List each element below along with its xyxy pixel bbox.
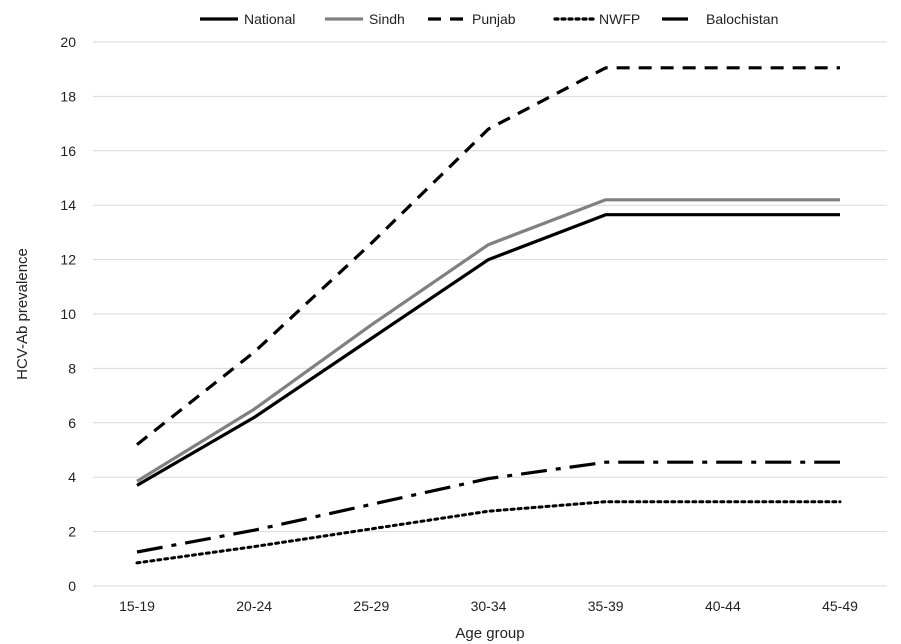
y-tick-label: 10 <box>60 306 76 322</box>
y-tick-label: 20 <box>60 34 76 50</box>
legend-label-national: National <box>244 11 295 27</box>
y-axis-title: HCV-Ab prevalence <box>14 248 31 380</box>
y-tick-label: 2 <box>68 524 76 540</box>
y-tick-label: 0 <box>68 578 76 594</box>
legend-label-sindh: Sindh <box>369 11 405 27</box>
series-line-balochistan <box>136 460 840 554</box>
y-tick-label: 12 <box>60 252 76 268</box>
x-tick-label: 45-49 <box>822 598 858 614</box>
x-tick-label: 35-39 <box>588 598 624 614</box>
series-line-nwfp <box>135 500 842 565</box>
series-line-sindh <box>136 198 840 483</box>
x-tick-label: 25-29 <box>353 598 389 614</box>
legend: National Sindh Punjab NWFP Balochistan <box>200 11 778 27</box>
series-lines <box>135 66 842 565</box>
y-tick-label: 6 <box>68 415 76 431</box>
y-tick-label: 18 <box>60 88 76 104</box>
y-tick-label: 16 <box>60 143 76 159</box>
y-axis-ticks: 0 2 4 6 8 10 12 14 16 18 20 <box>60 34 76 594</box>
legend-label-nwfp: NWFP <box>599 11 640 27</box>
series-line-national <box>136 213 840 487</box>
y-tick-label: 4 <box>68 469 76 485</box>
legend-label-punjab: Punjab <box>472 11 516 27</box>
x-axis-title: Age group <box>455 625 524 642</box>
legend-label-balochistan: Balochistan <box>706 11 778 27</box>
series-line-punjab <box>136 66 840 446</box>
x-tick-label: 40-44 <box>705 598 741 614</box>
x-tick-label: 20-24 <box>236 598 272 614</box>
y-tick-label: 8 <box>68 360 76 376</box>
y-tick-label: 14 <box>60 197 76 213</box>
x-tick-label: 30-34 <box>471 598 507 614</box>
gridlines <box>93 41 887 587</box>
x-tick-label: 15-19 <box>119 598 155 614</box>
x-axis-ticks: 15-19 20-24 25-29 30-34 35-39 40-44 45-49 <box>119 598 858 614</box>
